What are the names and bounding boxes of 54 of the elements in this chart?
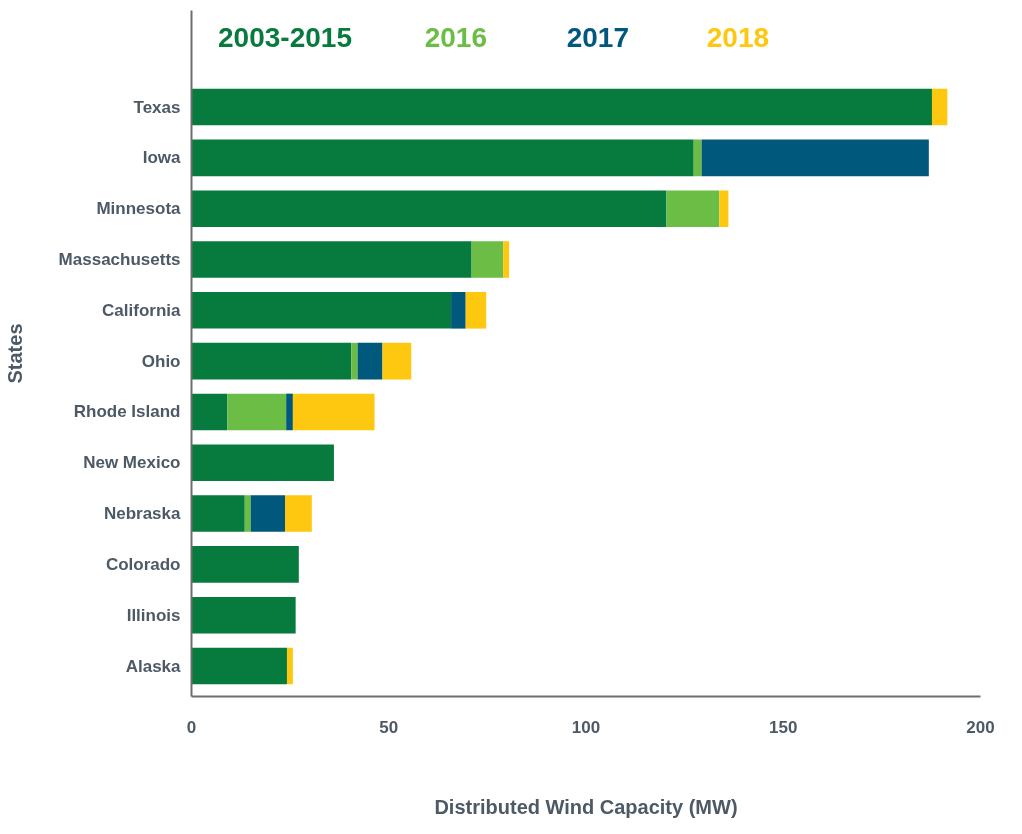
y-tick-label: Minnesota [96,199,182,219]
bar [719,190,729,227]
bar [465,292,487,329]
y-tick-label: New Mexico [83,453,181,473]
bar [693,139,702,177]
bar [191,139,694,177]
bar [931,88,948,126]
text: 2017 [566,22,629,54]
bar [244,495,251,532]
bar [191,88,932,126]
bar [191,546,299,583]
y-tick-label: Iowa [142,148,182,168]
bar [382,342,412,380]
x-tick-label: 200 [966,717,995,737]
y-tick-label: Illinois [126,605,181,625]
bar [191,495,245,532]
bar [292,393,375,431]
y-tick-label: Massachusetts [58,249,181,269]
bar [191,241,472,278]
bar [357,342,383,380]
y-tick-label: Nebraska [103,504,182,524]
bar [191,596,296,634]
bar [250,495,285,532]
y-tick-label: Ohio [141,351,181,371]
x-tick-label: 50 [379,717,399,737]
bar [503,241,510,278]
bar [191,444,334,482]
x-tick-label: 100 [571,717,601,737]
bar [191,292,452,329]
bar [451,292,466,329]
bar [351,342,358,380]
bar [701,139,929,177]
bar [191,647,287,685]
bar [191,342,352,380]
x-tick-label: 150 [769,717,798,737]
text: 2016 [424,22,487,54]
bar [471,241,504,278]
bar [666,190,720,227]
y-tick-label: Rhode Island [73,402,181,422]
y-tick-label: California [102,300,182,320]
series-label: 2003-2015 [218,22,352,54]
bar [286,647,293,685]
bar [191,393,228,431]
y-tick-label: Colorado [105,554,181,574]
bar [285,495,312,532]
y-axis-title: States [3,323,26,384]
bar [227,393,287,431]
y-tick-label: Texas [133,97,181,117]
y-tick-label: Alaska [125,656,182,676]
bar [286,393,293,431]
x-axis-title: Distributed Wind Capacity (MW) [434,795,738,818]
text: 2018 [706,22,770,54]
bar [191,190,667,227]
x-tick-label: 0 [186,717,197,737]
